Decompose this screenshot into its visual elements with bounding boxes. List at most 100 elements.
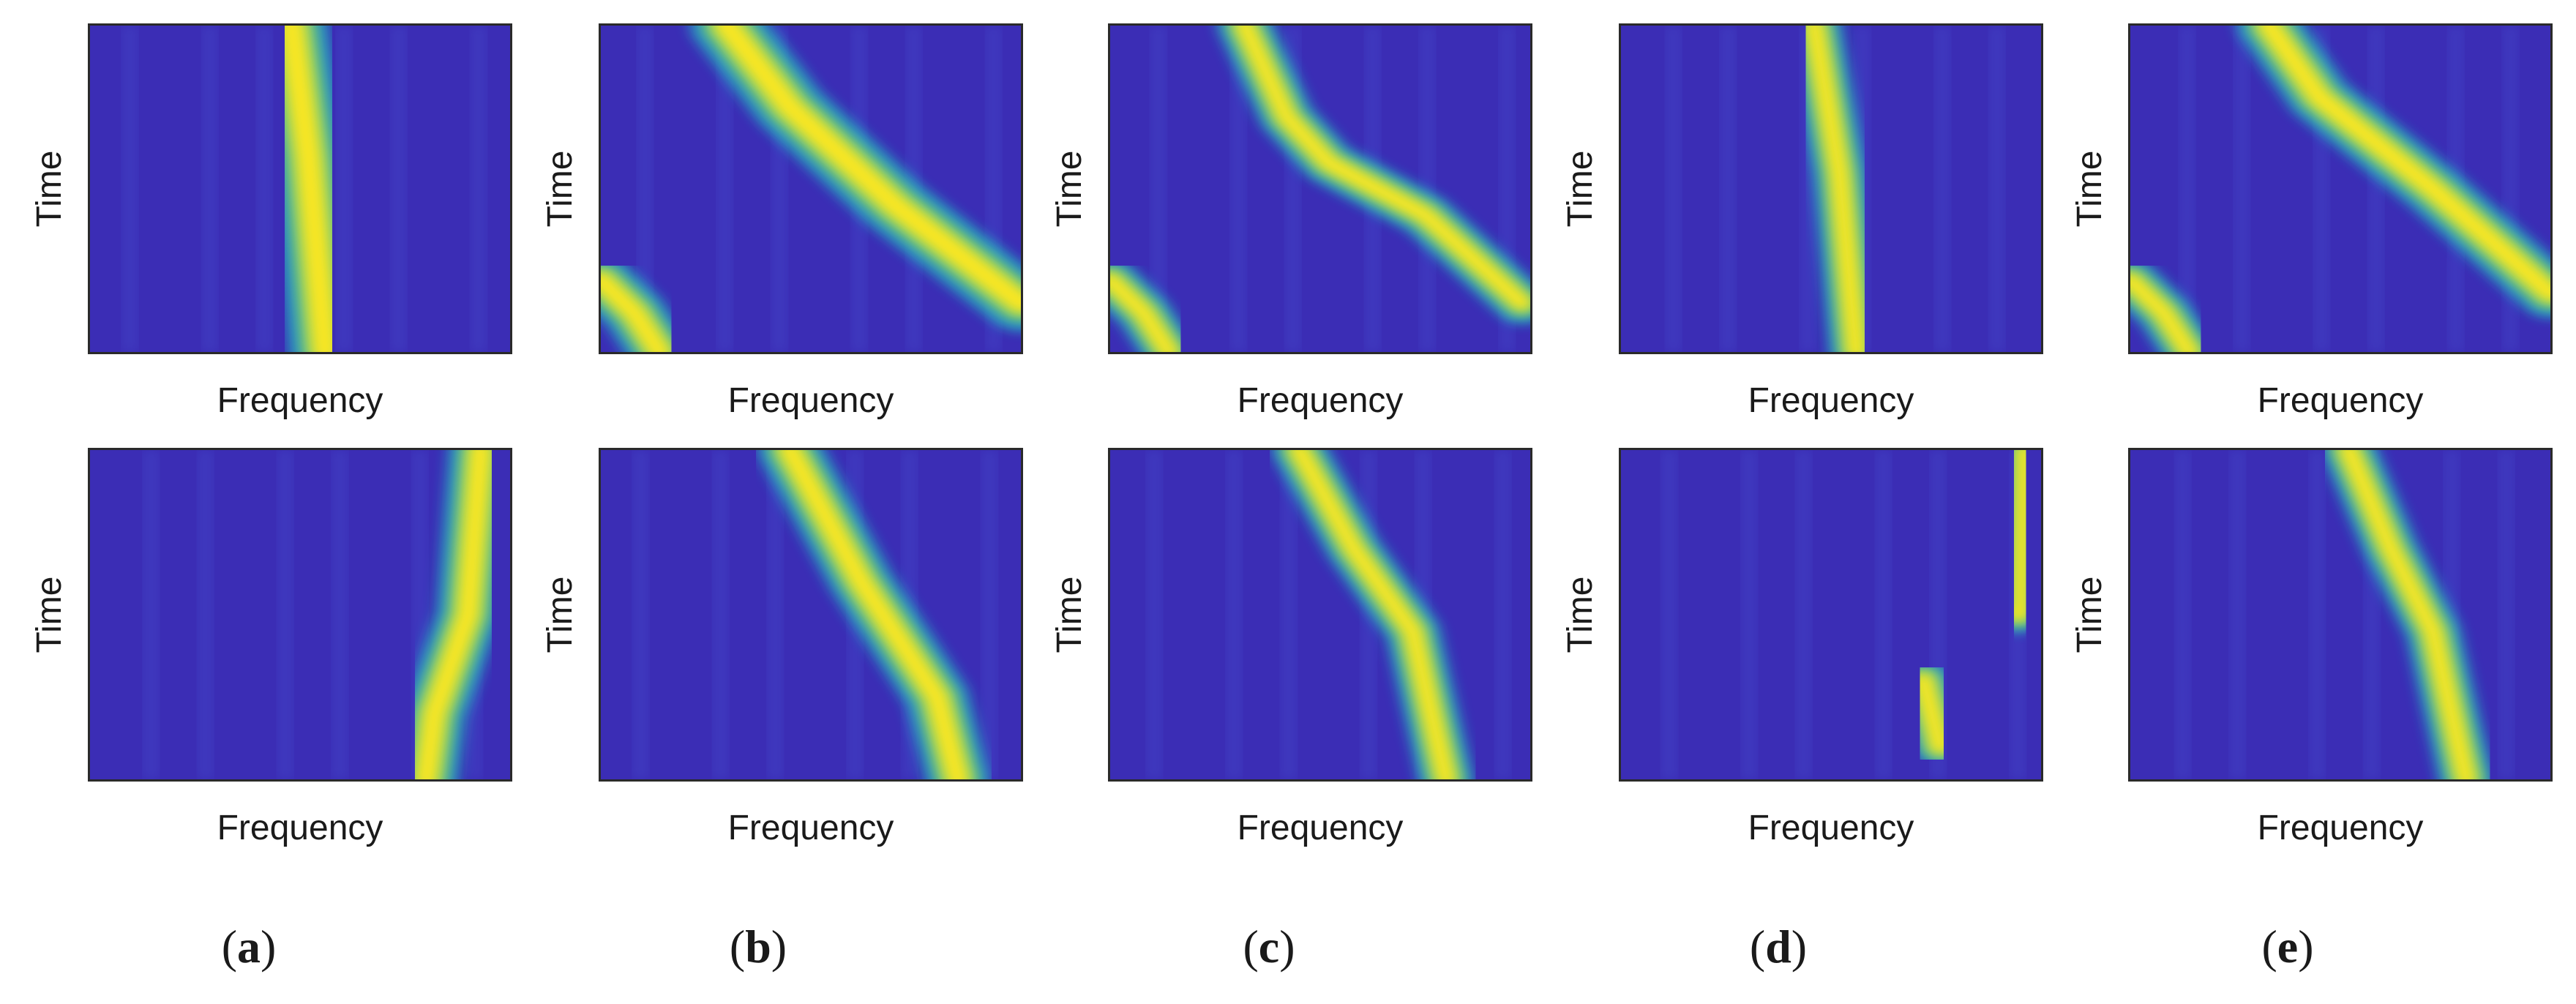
heatmap-b-top <box>599 23 1023 354</box>
heatmap-a-top <box>88 23 512 354</box>
ridge-0-layer-2 <box>414 450 493 779</box>
ridge-0-layer-2 <box>713 26 1021 314</box>
x-axis-label: Frequency <box>1748 381 1914 420</box>
texture-stripe <box>123 26 137 352</box>
y-axis-label: Time <box>1561 150 1600 228</box>
texture-stripe <box>1147 450 1161 779</box>
texture-stripe <box>144 450 157 779</box>
texture-stripe <box>1667 26 1680 352</box>
heatmap-svg <box>601 450 1021 779</box>
ridge-0-layer-2 <box>1234 26 1530 311</box>
heatmap-d-bottom <box>1619 448 2043 782</box>
texture-stripe <box>768 450 782 779</box>
texture-stripe <box>1663 450 1676 779</box>
ridge-0-layer-2 <box>1804 26 1867 352</box>
texture-stripe <box>1152 26 1165 352</box>
texture-stripe <box>1797 450 1811 779</box>
ridge-1-layer-2 <box>2130 272 2200 352</box>
y-axis-label: Time <box>1050 576 1089 653</box>
heatmap-e-bottom <box>2128 448 2553 782</box>
x-axis-label: Frequency <box>727 809 894 847</box>
panel-caption-a: (a) <box>221 921 277 973</box>
ridge-0-layer-2 <box>2007 450 2033 621</box>
heatmap-svg <box>1110 26 1530 352</box>
heatmap-a-bottom <box>88 448 512 782</box>
texture-stripe <box>1936 26 1949 352</box>
ridge-1-layer-2 <box>601 271 672 352</box>
texture-stripe <box>2231 450 2244 779</box>
x-axis-label: Frequency <box>1237 381 1404 420</box>
heatmap-b-bottom <box>599 448 1023 782</box>
caption-letter: b <box>745 921 771 973</box>
texture-stripe <box>1227 450 1240 779</box>
ridge-1-layer-2 <box>1110 272 1180 352</box>
texture-stripe <box>983 450 996 779</box>
texture-stripe <box>279 450 292 779</box>
texture-stripe <box>2180 26 2194 352</box>
texture-stripe <box>1232 26 1245 352</box>
heatmap-background <box>2130 450 2550 779</box>
x-axis-label: Frequency <box>1237 809 1404 847</box>
texture-stripe <box>634 450 648 779</box>
caption-letter: e <box>2277 921 2299 973</box>
texture-stripe <box>333 450 347 779</box>
texture-stripe <box>1497 450 1510 779</box>
texture-stripe <box>472 26 485 352</box>
texture-stripe <box>2370 26 2383 352</box>
texture-stripe <box>2235 26 2248 352</box>
panel-caption-c: (c) <box>1243 921 1295 973</box>
caption-letter: d <box>1765 921 1791 973</box>
texture-stripe <box>638 26 651 352</box>
heatmap-d-top <box>1619 23 2043 354</box>
y-axis-label: Time <box>2070 150 2109 228</box>
ridge-0-layer-2 <box>778 450 970 779</box>
x-axis-label: Frequency <box>2257 809 2424 847</box>
heatmap-c-top <box>1108 23 1532 354</box>
x-axis-label: Frequency <box>2257 381 2424 420</box>
texture-stripe <box>2310 450 2324 779</box>
texture-stripe <box>2500 450 2513 779</box>
heatmap-background <box>1621 450 2041 779</box>
y-axis-label: Time <box>30 150 69 228</box>
texture-stripe <box>718 26 731 352</box>
panel-caption-d: (d) <box>1749 921 1808 973</box>
x-axis-label: Frequency <box>727 381 894 420</box>
heatmap-background <box>1110 26 1530 352</box>
texture-stripe <box>1721 26 1734 352</box>
texture-stripe <box>199 450 212 779</box>
texture-stripe <box>1877 450 1890 779</box>
heatmap-svg <box>2130 450 2550 779</box>
ridge-0-layer-2 <box>1289 450 1456 779</box>
heatmap-svg <box>2130 26 2550 352</box>
texture-stripe <box>714 450 727 779</box>
panel-caption-b: (b) <box>729 921 787 973</box>
texture-stripe <box>2176 450 2190 779</box>
caption-letter: c <box>1258 921 1280 973</box>
y-axis-label: Time <box>541 576 580 653</box>
heatmap-c-bottom <box>1108 448 1532 782</box>
y-axis-label: Time <box>541 150 580 228</box>
texture-stripe <box>1420 26 1434 352</box>
heatmap-e-top <box>2128 23 2553 354</box>
panel-caption-e: (e) <box>2261 921 2314 973</box>
texture-stripe <box>1282 450 1295 779</box>
y-axis-label: Time <box>1561 576 1600 653</box>
heatmap-svg <box>1621 26 2041 352</box>
caption-letter: a <box>237 921 261 973</box>
heatmap-svg <box>1621 450 2041 779</box>
ridge-0-layer-2 <box>278 26 339 352</box>
x-axis-label: Frequency <box>217 381 383 420</box>
texture-stripe <box>1742 450 1756 779</box>
heatmap-svg <box>1110 450 1530 779</box>
heatmap-svg <box>90 26 510 352</box>
x-axis-label: Frequency <box>217 809 383 847</box>
y-axis-label: Time <box>2070 576 2109 653</box>
heatmap-svg <box>90 450 510 779</box>
texture-stripe <box>392 26 405 352</box>
y-axis-label: Time <box>1050 150 1089 228</box>
ridge-0-layer-2 <box>2338 450 2476 779</box>
heatmap-svg <box>601 26 1021 352</box>
ridge-0-layer-2 <box>2257 26 2550 303</box>
y-axis-label: Time <box>30 576 69 653</box>
texture-stripe <box>2504 26 2517 352</box>
